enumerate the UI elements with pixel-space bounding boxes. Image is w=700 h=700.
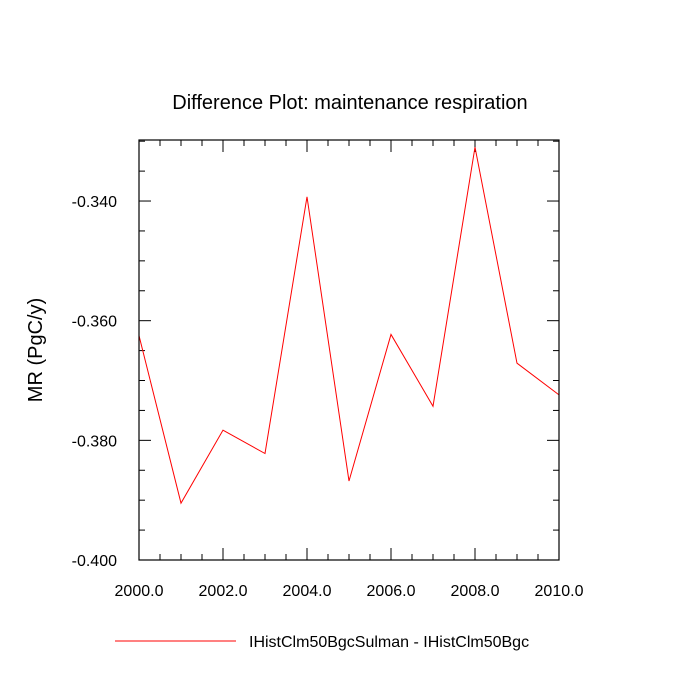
y-tick-label: -0.400 (72, 553, 117, 570)
x-tick-label: 2010.0 (535, 583, 584, 600)
chart-title: Difference Plot: maintenance respiration (172, 92, 527, 114)
y-tick-label: -0.360 (72, 314, 117, 331)
y-tick-label: -0.380 (72, 433, 117, 450)
legend-label: IHistClm50BgcSulman - IHistClm50Bgc (249, 634, 529, 651)
x-tick-label: 2000.0 (115, 583, 164, 600)
tick-labels: 2000.0 2002.0 2004.0 2006.0 2008.0 2010.0 -0.4… (72, 194, 584, 600)
x-tick-label: 2004.0 (283, 583, 332, 600)
x-tick-label: 2008.0 (451, 583, 500, 600)
series-line (138, 147, 560, 505)
x-tick-label: 2002.0 (199, 583, 248, 600)
plot-area (138, 147, 560, 505)
plot-frame (138, 139, 560, 561)
x-tick-label: 2006.0 (367, 583, 416, 600)
axis-ticks (138, 140, 560, 561)
y-tick-label: -0.340 (72, 194, 117, 211)
y-axis-label: MR (PgC/y) (25, 298, 47, 402)
legend: IHistClm50BgcSulman - IHistClm50Bgc (115, 634, 529, 651)
